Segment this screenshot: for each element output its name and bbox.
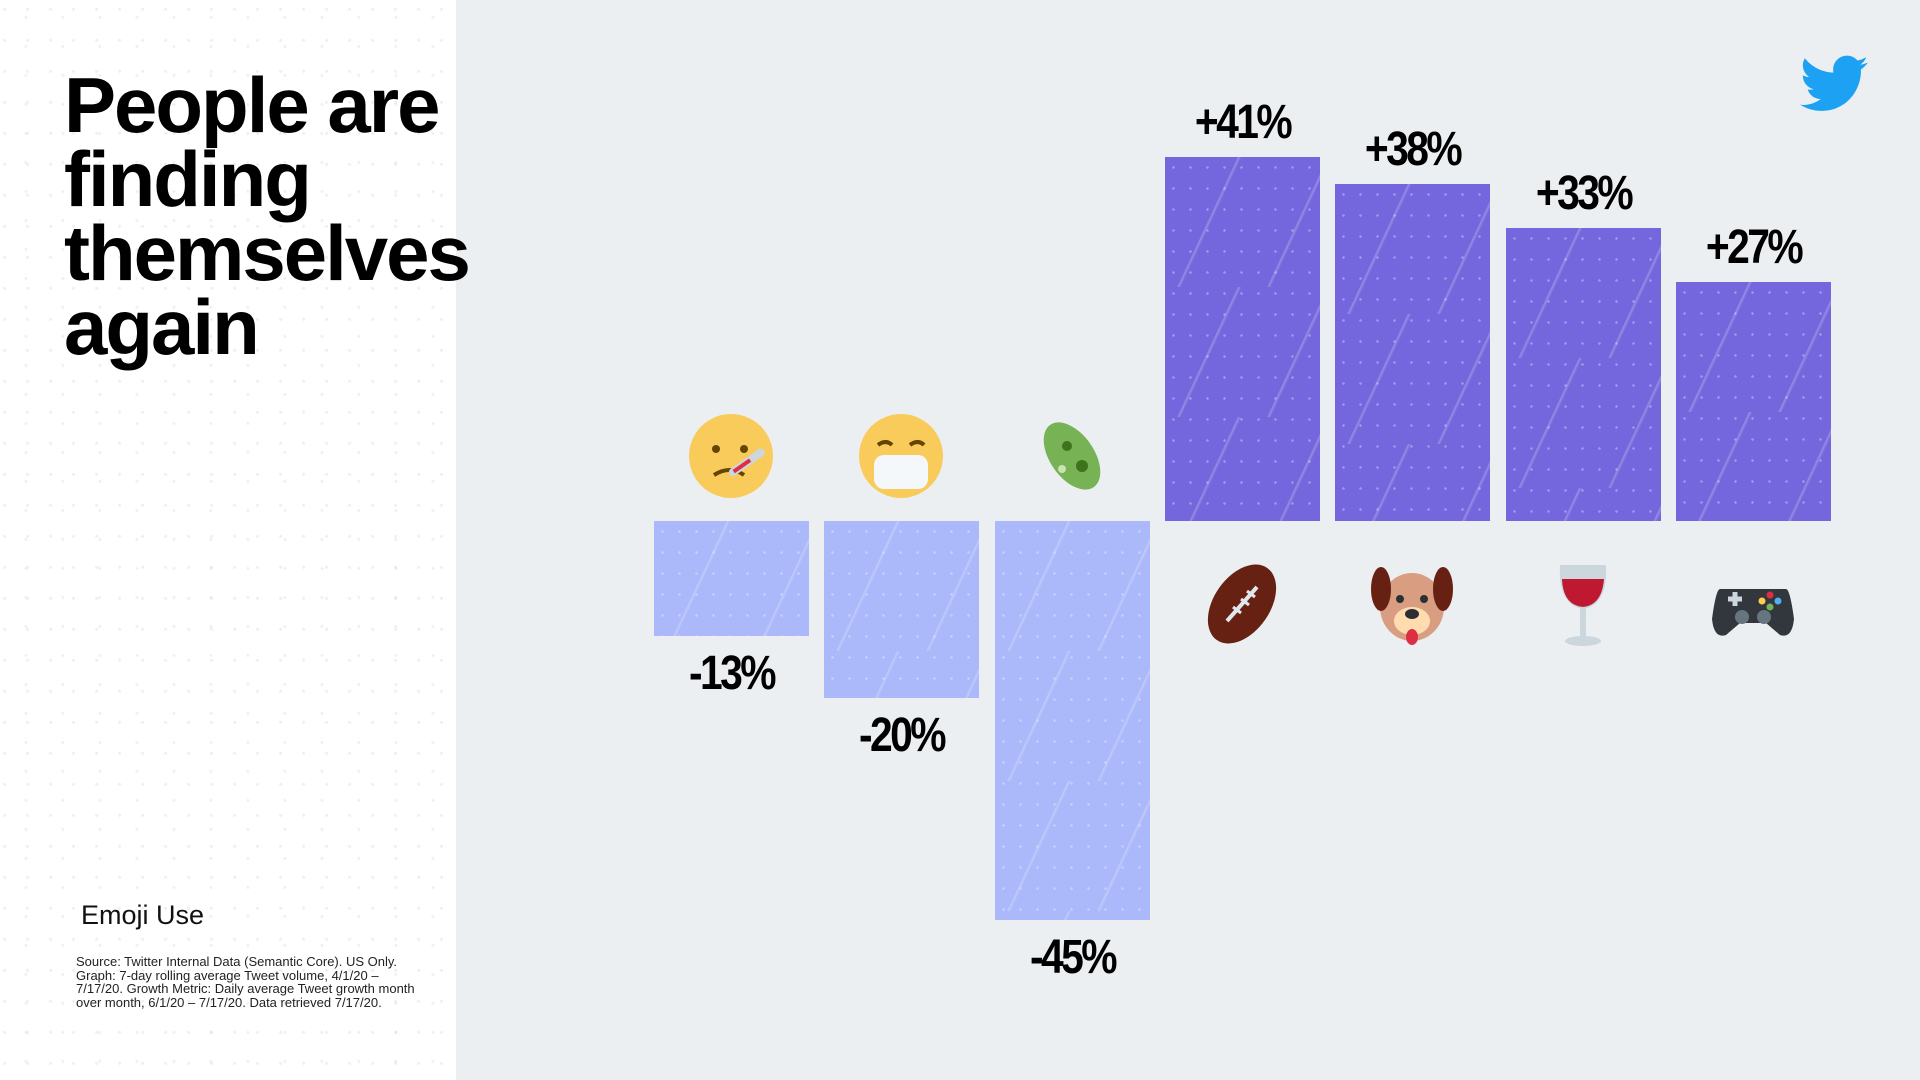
- page-title: People are finding themselves again: [64, 61, 624, 371]
- bar-dog-face: [1335, 183, 1491, 522]
- dog-face-icon: [1371, 567, 1454, 645]
- microbe-icon: [1043, 422, 1100, 490]
- bar-face-with-medical-mask: [824, 521, 980, 699]
- bar-face-with-thermometer: [654, 521, 809, 637]
- source-note: Source: Twitter Internal Data (Semantic …: [76, 954, 415, 1010]
- american-football-icon: [1207, 564, 1276, 644]
- title-line: finding: [64, 135, 312, 223]
- bar-video-game: [1675, 281, 1831, 522]
- face-with-thermometer-icon: [689, 414, 773, 498]
- chart-subtitle: Emoji Use: [81, 900, 205, 930]
- data-label: +41%: [1194, 96, 1293, 150]
- data-label: -45%: [1029, 931, 1118, 985]
- twitter-bird-icon: [1800, 55, 1868, 111]
- title-line: People are: [64, 61, 441, 149]
- video-game-icon: [1711, 589, 1794, 636]
- title-line: themselves: [64, 209, 471, 297]
- bar-american-football: [1164, 157, 1320, 521]
- left-panel: People are finding themselves again Emoj…: [0, 0, 471, 1080]
- face-with-medical-mask-icon: [859, 414, 944, 498]
- data-label: +27%: [1705, 220, 1804, 274]
- data-label: +33%: [1535, 167, 1633, 221]
- data-label: -20%: [859, 709, 947, 763]
- bar-microbe: [994, 521, 1150, 921]
- title-line: again: [64, 283, 260, 371]
- wine-glass-icon: [1559, 565, 1606, 646]
- data-label: -13%: [688, 647, 777, 701]
- bar-wine-glass: [1505, 228, 1661, 521]
- data-label: +38%: [1365, 122, 1463, 176]
